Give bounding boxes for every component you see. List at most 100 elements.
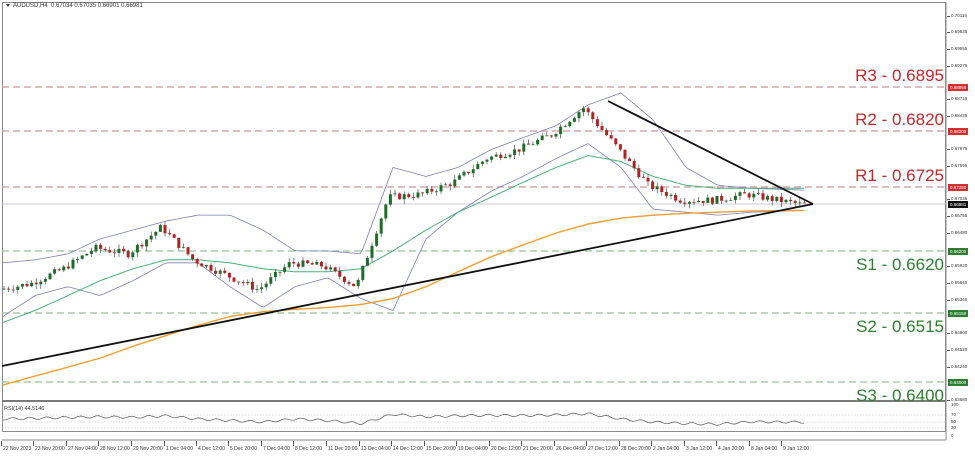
time-tick: 11 Dec 20:00 <box>325 441 358 452</box>
bearish-candle <box>499 154 503 159</box>
bearish-candle <box>126 251 130 258</box>
level-label-s1: S1 - 0.6620 <box>856 255 944 274</box>
bullish-candle <box>117 248 121 253</box>
bearish-candle <box>421 192 425 194</box>
bullish-candle <box>480 161 484 164</box>
price-tick: 0.65360 <box>946 297 968 302</box>
rsi-tick: 0 <box>951 433 954 438</box>
price-tick: 0.68435 <box>946 113 968 118</box>
bearish-candle <box>250 281 254 290</box>
bullish-candle <box>798 202 802 204</box>
bullish-candle <box>733 195 737 201</box>
time-tick: 9 Jan 12:00 <box>780 441 810 452</box>
bearish-candle <box>186 247 190 255</box>
candlesticks <box>2 105 806 294</box>
rsi-tick: 70 <box>951 412 957 417</box>
bearish-candle <box>770 196 774 201</box>
bullish-candle <box>784 199 788 203</box>
rsi-tick: 100 <box>951 402 959 407</box>
bearish-candle <box>172 234 176 238</box>
bearish-candle <box>683 202 687 204</box>
bearish-candle <box>306 260 310 264</box>
bullish-candle <box>388 194 392 205</box>
bearish-candle <box>623 149 627 159</box>
bearish-candle <box>448 184 452 187</box>
bullish-candle <box>149 235 153 240</box>
bullish-candle <box>145 239 149 247</box>
bullish-candle <box>361 265 365 280</box>
symbol-timeframe: AUDUSD,H4 <box>13 3 48 9</box>
time-tick: 13 Dec 04:00 <box>359 441 391 452</box>
bullish-candle <box>264 283 268 288</box>
price-tick: 0.64520 <box>946 347 968 352</box>
time-tick: 14 Dec 12:00 <box>391 441 423 452</box>
bearish-candle <box>103 248 107 251</box>
bullish-candle <box>131 252 135 258</box>
time-tick: 22 Nov 2023 <box>0 441 32 452</box>
bearish-candle <box>352 283 356 287</box>
bollinger-lower-band <box>2 143 805 317</box>
bearish-candle <box>549 135 553 137</box>
collapse-triangle-icon[interactable] <box>6 3 10 7</box>
bullish-candle <box>471 169 475 174</box>
time-tick: 23 Nov 20:00 <box>33 441 65 452</box>
bearish-candle <box>641 177 645 178</box>
bullish-candle <box>43 279 47 282</box>
rsi-tick: 50 <box>951 419 957 424</box>
bullish-candle <box>439 185 443 192</box>
price-tick: 0.67035 <box>946 196 968 201</box>
bullish-candle <box>393 193 397 195</box>
bullish-candle <box>402 194 406 200</box>
bullish-candle <box>329 267 333 270</box>
level-label-r3: R3 - 0.6895 <box>855 66 944 85</box>
bullish-candle <box>135 244 139 253</box>
bearish-candle <box>292 262 296 264</box>
bullish-candle <box>669 194 673 196</box>
bearish-candle <box>34 282 38 285</box>
bullish-candle <box>476 163 480 170</box>
bullish-candle <box>273 271 277 278</box>
bullish-candle <box>554 133 558 137</box>
bullish-candle <box>559 126 563 134</box>
bullish-candle <box>269 277 273 284</box>
time-tick: 3 Jan 12:00 <box>683 441 713 452</box>
bullish-candle <box>563 126 567 127</box>
bullish-candle <box>384 204 388 219</box>
bearish-candle <box>209 265 213 271</box>
badge-s3: 0.64000 <box>948 379 969 386</box>
bearish-candle <box>122 248 126 252</box>
bullish-candle <box>536 139 540 145</box>
bullish-candle <box>490 156 494 160</box>
bullish-candle <box>752 193 756 198</box>
bearish-candle <box>223 270 227 273</box>
bearish-candle <box>11 289 15 291</box>
bullish-candle <box>485 159 489 162</box>
support-resistance-lines <box>2 86 946 383</box>
bearish-candle <box>398 193 402 200</box>
time-tick: 4 Jan 20:00 <box>715 441 745 452</box>
time-tick: 2 Jan 04:00 <box>650 441 680 452</box>
time-tick: 21 Dec 20:00 <box>521 441 553 452</box>
bullish-candle <box>53 269 57 274</box>
bearish-candle <box>467 171 471 174</box>
time-tick: 8 Dec 12:00 <box>293 441 322 452</box>
bearish-candle <box>338 270 342 277</box>
bullish-candle <box>697 200 701 203</box>
bullish-candle <box>301 260 305 267</box>
bearish-candle <box>692 202 696 203</box>
bullish-candle <box>531 144 535 146</box>
time-tick: 5 Dec 20:00 <box>228 441 257 452</box>
badge-s1: 0.66200 <box>948 248 969 255</box>
bearish-candle <box>195 259 199 264</box>
bullish-candle <box>513 149 517 155</box>
bearish-candle <box>618 144 622 150</box>
time-tick: 7 Dec 04:00 <box>261 441 290 452</box>
bullish-candle <box>572 118 576 122</box>
bearish-candle <box>591 112 595 120</box>
bullish-candle <box>283 267 287 272</box>
time-tick: 15 Dec 20:00 <box>424 441 456 452</box>
bullish-candle <box>375 233 379 246</box>
bullish-candle <box>416 192 420 198</box>
